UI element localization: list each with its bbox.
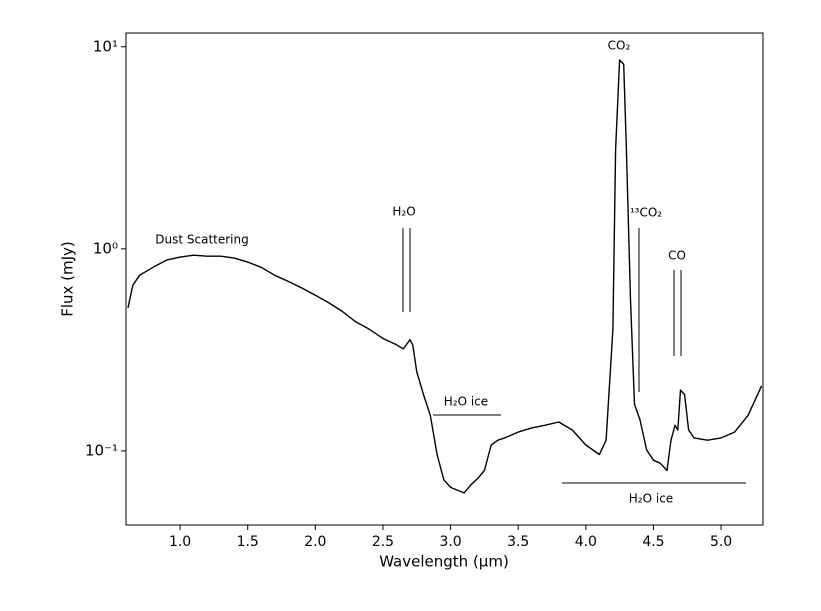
x-tick-label: 2.0 bbox=[304, 534, 326, 550]
annotation: H₂O ice bbox=[444, 395, 488, 409]
annotation: H₂O ice bbox=[629, 492, 673, 506]
annotation: H₂O bbox=[392, 205, 415, 219]
y-tick-label: 10⁻¹ bbox=[85, 441, 118, 459]
x-tick-label: 4.5 bbox=[642, 534, 664, 550]
annotation: ¹³CO₂ bbox=[630, 206, 662, 220]
y-tick-label: 10¹ bbox=[93, 37, 118, 55]
x-tick-label: 5.0 bbox=[710, 534, 732, 550]
x-tick-label: 3.0 bbox=[439, 534, 461, 550]
y-tick-label: 10⁰ bbox=[93, 239, 118, 257]
x-tick-label: 3.5 bbox=[507, 534, 529, 550]
spectrum-line bbox=[127, 59, 763, 494]
annotation: CO₂ bbox=[608, 39, 631, 53]
y-axis-label: Flux (mJy) bbox=[59, 241, 77, 317]
annotation-lines bbox=[402, 228, 746, 484]
x-axis-label: Wavelength (μm) bbox=[379, 553, 509, 571]
plot-frame bbox=[125, 32, 764, 526]
x-tick-label: 1.0 bbox=[169, 534, 191, 550]
annotation: Dust Scattering bbox=[155, 233, 248, 247]
x-tick-label: 4.0 bbox=[575, 534, 597, 550]
annotation: CO bbox=[668, 249, 686, 263]
x-tick-label: 2.5 bbox=[372, 534, 394, 550]
x-tick-label: 1.5 bbox=[237, 534, 259, 550]
